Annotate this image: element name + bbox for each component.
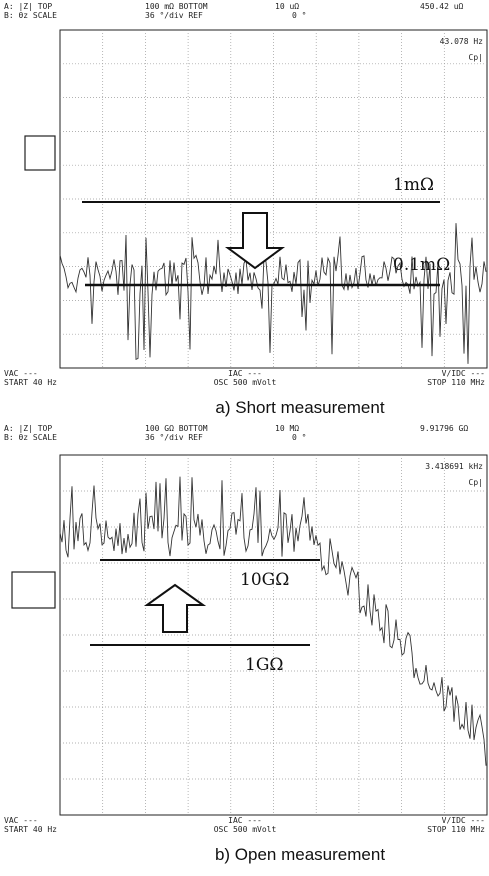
- header-text: 36 °/div REF: [145, 433, 203, 442]
- arrow-down: [224, 212, 286, 270]
- caption: b) Open measurement: [215, 845, 385, 864]
- annotation: 1mΩ: [393, 175, 434, 195]
- header-text: 10 MΩ: [275, 424, 299, 433]
- header-text: B: θz SCALE: [4, 11, 57, 20]
- marker-box: [24, 135, 56, 171]
- readout: Cp|: [469, 53, 483, 62]
- header-text: A: |Z| TOP: [4, 2, 52, 11]
- footer-text: IAC ---: [228, 369, 262, 378]
- readout: 43.078 Hz: [440, 37, 484, 46]
- footer-text: OSC 500 mVolt: [214, 825, 277, 834]
- footer-text: START 40 Hz: [4, 825, 57, 834]
- caption: a) Short measurement: [215, 398, 384, 417]
- header-text: 100 mΩ BOTTOM: [145, 2, 208, 11]
- footer-text: V/IDC ---: [442, 816, 485, 825]
- footer-text: IAC ---: [228, 816, 262, 825]
- trace: [59, 223, 487, 364]
- header-text: 0 °: [292, 11, 306, 20]
- footer-text: START 40 Hz: [4, 378, 57, 387]
- header-text: 10 uΩ: [275, 2, 299, 11]
- header-text: 450.42 uΩ: [420, 2, 464, 11]
- annotation: 10GΩ: [240, 570, 289, 590]
- header-text: 0 °: [292, 433, 306, 442]
- annotation: 0.1mΩ: [393, 255, 450, 275]
- footer-text: OSC 500 mVolt: [214, 378, 277, 387]
- header-text: A: |Z| TOP: [4, 424, 52, 433]
- footer-text: VAC ---: [4, 816, 38, 825]
- header-text: 36 °/div REF: [145, 11, 203, 20]
- footer-text: STOP 110 MHz: [427, 825, 485, 834]
- annotation: 1GΩ: [245, 655, 284, 675]
- header-text: 9.91796 GΩ: [420, 424, 468, 433]
- readout: 3.418691 kHz: [425, 462, 483, 471]
- marker-box: [11, 571, 56, 609]
- trace: [59, 476, 487, 766]
- arrow-up: [143, 583, 207, 633]
- header-text: B: θz SCALE: [4, 433, 57, 442]
- header-text: 100 GΩ BOTTOM: [145, 424, 208, 433]
- footer-text: STOP 110 MHz: [427, 378, 485, 387]
- readout: Cp|: [469, 478, 483, 487]
- footer-text: VAC ---: [4, 369, 38, 378]
- footer-text: V/IDC ---: [442, 369, 485, 378]
